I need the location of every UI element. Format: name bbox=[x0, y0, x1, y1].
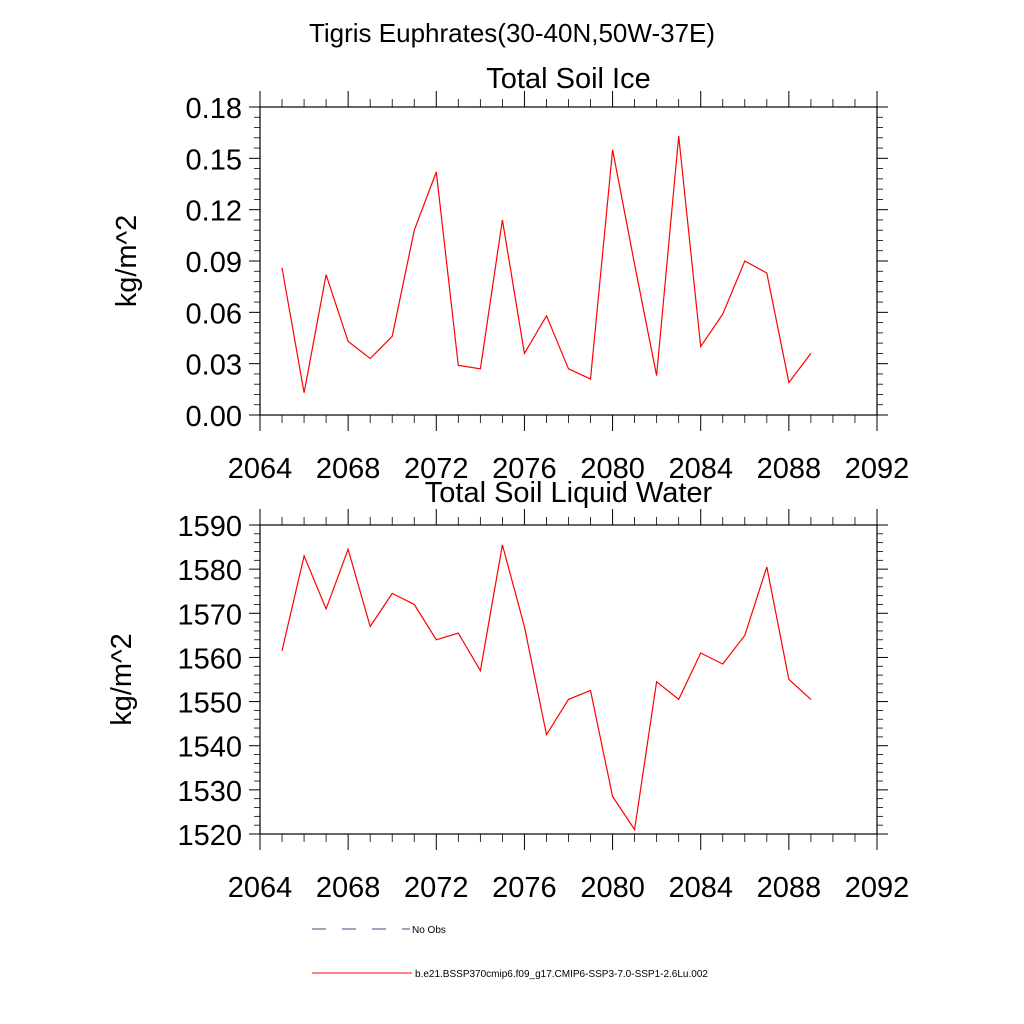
y-tick-label: 1570 bbox=[177, 599, 242, 631]
y-tick-label: 0.03 bbox=[186, 350, 242, 382]
x-tick-label: 2080 bbox=[580, 872, 645, 904]
x-tick-label: 2072 bbox=[404, 453, 469, 485]
x-tick-label: 2092 bbox=[845, 453, 910, 485]
x-tick-label: 2068 bbox=[316, 872, 381, 904]
legend-label-1: No Obs bbox=[412, 925, 446, 936]
figure-title: Tigris Euphrates(30-40N,50W-37E) bbox=[309, 18, 715, 48]
chart-panel-2: Total Soil Liquid Water kg/m^2 1520 1530 154… bbox=[106, 477, 909, 904]
x-tick-label: 2072 bbox=[404, 872, 469, 904]
y-tick-label: 0.12 bbox=[186, 196, 242, 228]
x-tick-label: 2084 bbox=[668, 872, 733, 904]
x-tick-label: 2076 bbox=[492, 453, 557, 485]
series-line-1 bbox=[281, 544, 812, 832]
series-line-1 bbox=[281, 136, 812, 393]
legend: No Obs b.e21.BSSP370cmip6.f09_g17.CMIP6-S… bbox=[312, 925, 708, 980]
y-tick-label: 0.06 bbox=[186, 298, 242, 330]
x-tick-label: 2080 bbox=[580, 453, 645, 485]
y-axis-label: kg/m^2 bbox=[111, 215, 143, 308]
y-tick-label: 1520 bbox=[177, 820, 242, 852]
y-tick-label: 0.09 bbox=[186, 247, 242, 279]
chart-panel-1: Total Soil Ice kg/m^2 0.00 0.03 0.06 0.09 0.12… bbox=[111, 63, 909, 485]
x-tick-label: 2064 bbox=[228, 872, 293, 904]
x-tick-label: 2092 bbox=[845, 872, 910, 904]
x-tick-label: 2088 bbox=[757, 872, 822, 904]
y-tick-label: 0.00 bbox=[186, 401, 242, 433]
legend-label-2: b.e21.BSSP370cmip6.f09_g17.CMIP6-SSP3-7.… bbox=[415, 969, 708, 980]
y-tick-label: 0.15 bbox=[186, 144, 242, 176]
y-tick-label: 1590 bbox=[177, 511, 242, 543]
y-axis-label: kg/m^2 bbox=[106, 633, 138, 726]
x-tick-label: 2064 bbox=[228, 453, 293, 485]
y-tick-label: 1540 bbox=[177, 732, 242, 764]
x-tick-label: 2068 bbox=[316, 453, 381, 485]
y-tick-label: 1580 bbox=[177, 555, 242, 587]
chart-title: Total Soil Ice bbox=[486, 63, 650, 95]
x-tick-label: 2084 bbox=[668, 453, 733, 485]
x-tick-label: 2076 bbox=[492, 872, 557, 904]
chart-title: Total Soil Liquid Water bbox=[425, 477, 713, 509]
y-tick-label: 1550 bbox=[177, 688, 242, 720]
y-tick-label: 1530 bbox=[177, 776, 242, 808]
x-tick-label: 2088 bbox=[757, 453, 822, 485]
y-tick-label: 0.18 bbox=[186, 93, 242, 125]
y-tick-label: 1560 bbox=[177, 643, 242, 675]
plot-frame bbox=[259, 524, 878, 835]
